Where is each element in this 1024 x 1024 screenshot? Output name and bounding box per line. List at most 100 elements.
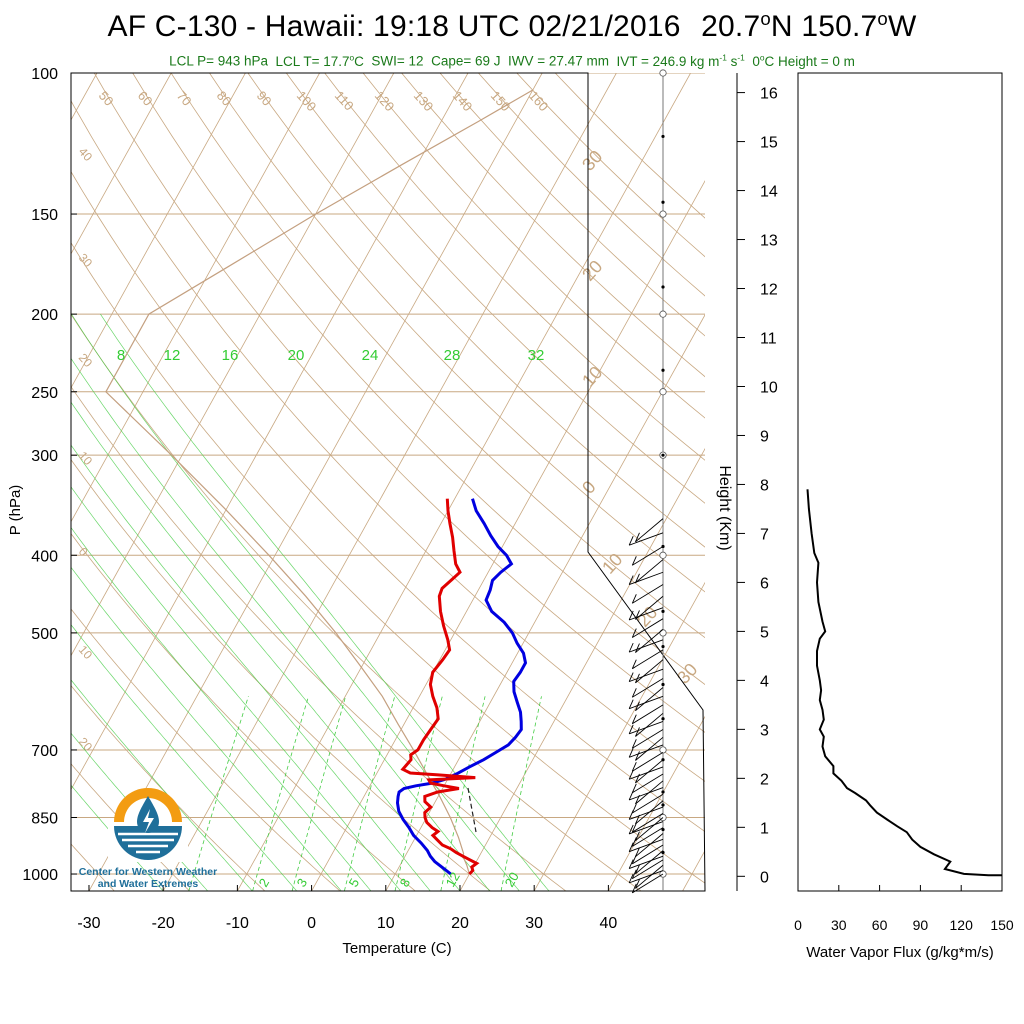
y-axis-title: P (hPa) [7,485,24,536]
dry-adiabat-line [71,385,567,891]
isotherm-label-right: 10 [598,549,626,577]
pressure-tick-label: 500 [31,626,58,643]
wind-barb [632,859,664,880]
wind-barb-feather [635,727,640,737]
wind-barb [629,806,664,820]
wind-barb [629,607,664,621]
staff-dot [661,717,665,721]
mixing-ratio-line [500,696,542,891]
mixing-ratio-label: 8 [397,876,414,890]
dry-adiabat-line [71,458,491,891]
isotherm-line [71,73,172,255]
staff-dot [661,368,665,372]
wind-barb [632,649,664,670]
moist-adiabat-line [100,313,550,891]
mixing-ratio-line [188,696,249,891]
wind-barb [632,812,664,833]
wind-barb [632,546,664,566]
dry-adiabat-label: 70 [174,88,195,109]
wind-barb-feather [635,673,640,684]
temperature-tick-label: -20 [152,915,175,932]
wind-barb [632,793,664,814]
swi-value: SWI= 12 [371,53,424,69]
wind-barb [635,780,664,805]
staff-dot [661,134,665,139]
wind-barb [632,844,664,865]
isotherm-label-right: 0 [578,477,600,498]
wind-barb-feather [631,823,637,833]
temperature-tick-label: 30 [525,915,543,932]
wv-x-tick-label: 0 [794,917,802,933]
staff-dot [661,453,665,457]
wind-barb [635,629,664,653]
isotherm-line [533,581,705,891]
wind-barb [629,532,664,546]
height-tick-label: 9 [760,428,769,445]
dry-adiabat-line [71,313,642,891]
wind-barb-feather [628,575,634,585]
dewpoint-line [395,498,528,876]
wind-barb-feather [631,837,637,847]
moist-adiabat-line [71,679,253,891]
isotherm-line [71,73,246,389]
wind-barb [632,773,664,794]
cw3e-logo-mark [108,788,188,862]
staff-dot [661,609,665,613]
wind-barb [635,800,664,825]
page-subtitle: LCL P= 943 hPa LCL T= 17.7oC SWI= 12 Cap… [0,52,1024,69]
wind-barb-feather [628,699,634,709]
wind-barb [629,695,664,710]
mixing-ratio-label: 2 [256,876,273,890]
wind-barb-feather [631,628,637,638]
pressure-tick-label: 850 [31,810,58,827]
dry-adiabat-line [362,73,705,419]
mixing-ratio-line [394,696,443,891]
staff-dot [661,790,665,794]
dry-adiabat-line [324,73,705,461]
moist-adiabat-label: 12 [164,347,181,364]
freezing-height: 0oC Height = 0 m [752,52,855,69]
isotherm-line [162,73,617,891]
dry-adiabat-line [478,73,705,297]
temperature-tick-label: 10 [377,915,395,932]
wind-barb-feather [635,573,640,583]
temperature-tick-label: -30 [77,915,100,932]
staff-circle [659,388,667,396]
wind-barb [629,766,664,780]
height-tick-label: 15 [760,135,778,152]
wind-barb-feather [631,762,637,772]
wind-barb-feather [635,532,640,542]
moist-adiabat-line [71,357,490,891]
staff-circle [659,551,667,559]
wind-barb [635,595,664,620]
pressure-tick-label: 200 [31,307,58,324]
wind-barb-feather [635,879,640,889]
cw3e-logo-text: Center for Western Weather and Water Ext… [70,866,226,890]
staff-dot [661,285,665,289]
temperature-line [400,498,480,876]
pressure-tick-label: 700 [31,743,58,760]
height-tick-label: 7 [760,526,769,543]
height-tick-label: 5 [760,624,769,641]
wind-barb [629,870,664,884]
wind-barb-feather [628,748,634,758]
moist-adiabat-line [71,444,431,891]
wind-barb [629,571,664,586]
dry-adiabat-line [71,684,266,891]
mixing-ratio-label: 12 [443,869,463,889]
wind-barb [629,639,664,653]
wind-barb-feather [631,556,637,566]
staff-circle [659,746,667,754]
wind-barb-feather [631,869,637,879]
pressure-tick-label: 100 [31,66,58,83]
isotherm-line [71,73,320,523]
mixing-ratio-label: 3 [294,876,311,890]
dry-adiabat-line [170,73,705,639]
isotherm-line [88,73,543,891]
wind-barb [632,873,664,894]
dry-adiabat-line [93,73,705,733]
height-tick-label: 0 [760,869,769,886]
wind-barb-feather [635,864,640,875]
wind-barb-feather [628,873,634,884]
